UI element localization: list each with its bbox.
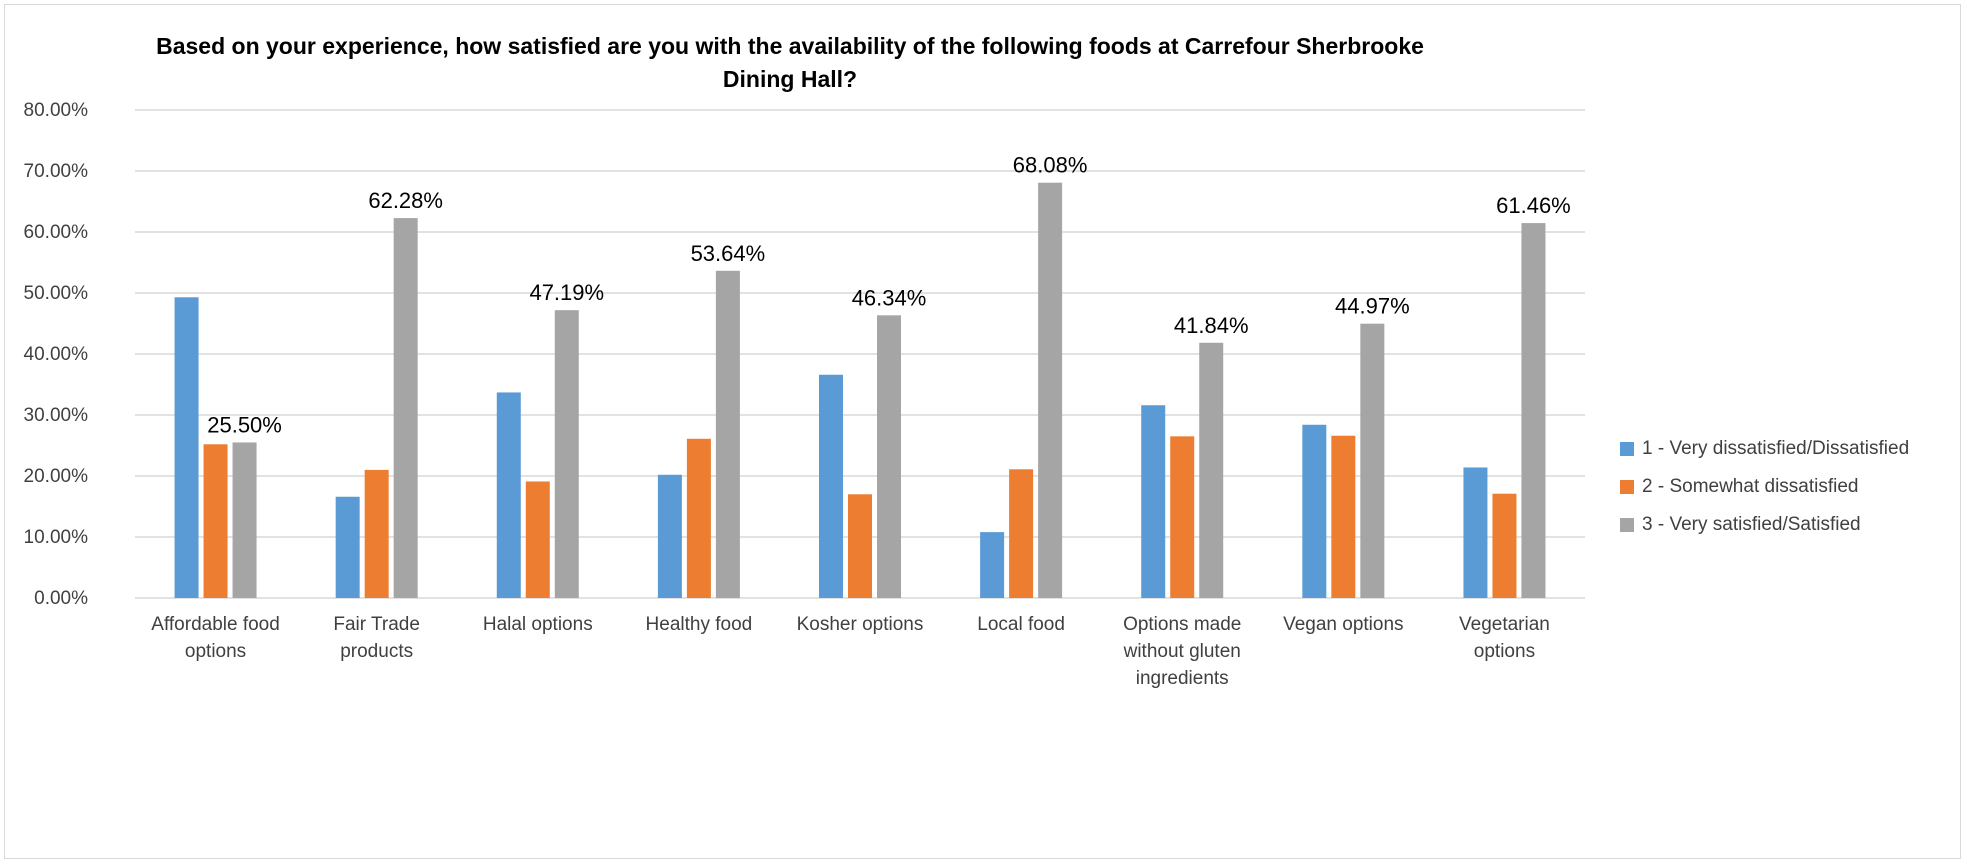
y-tick-label: 20.00%: [24, 466, 89, 487]
category-label: Local food: [977, 614, 1065, 635]
legend-item: 3 - Very satisfied/Satisfied: [1620, 506, 1909, 544]
bar-series-3: [1038, 182, 1063, 598]
bar-series-1: [174, 297, 199, 598]
bar-series-3: [232, 442, 257, 598]
data-labels: 25.50% 62.28% 47.19% 53.64% 46.34% 68.08% 41.8…: [207, 153, 1571, 438]
y-tick-label: 10.00%: [24, 527, 89, 548]
category-label: Options made: [1123, 614, 1241, 635]
data-label: 47.19%: [529, 280, 604, 305]
legend-swatch: [1620, 480, 1634, 494]
category-label: Healthy food: [646, 614, 753, 635]
y-tick-label: 50.00%: [24, 283, 89, 304]
bar-series-1: [1141, 405, 1166, 598]
y-tick-label: 40.00%: [24, 344, 89, 365]
data-label: 61.46%: [1496, 193, 1571, 218]
bar-series-3: [877, 315, 901, 598]
data-label: 41.84%: [1174, 313, 1249, 338]
category-label: Fair Trade: [333, 614, 420, 635]
category-label: ingredients: [1136, 668, 1229, 689]
bar-series-3: [393, 218, 418, 599]
data-label: 46.34%: [852, 285, 927, 310]
bar-series-3: [1199, 342, 1224, 598]
bar-series-1: [335, 496, 360, 598]
category-label: Kosher options: [797, 614, 924, 635]
bar-series-2: [848, 494, 872, 598]
legend-label: 2 - Somewhat dissatisfied: [1642, 476, 1859, 497]
legend: 1 - Very dissatisfied/Dissatisfied 2 - So…: [1620, 430, 1909, 544]
y-axis-tick-labels: 0.00% 10.00% 20.00% 30.00% 40.00% 50.00% 60.00…: [24, 100, 89, 609]
bar-series-2: [203, 444, 228, 598]
data-label: 53.64%: [691, 241, 766, 266]
legend-item: 1 - Very dissatisfied/Dissatisfied: [1620, 430, 1909, 468]
category-label: options: [185, 641, 246, 662]
category-label: without gluten: [1123, 641, 1241, 662]
data-label: 25.50%: [207, 412, 282, 437]
bar-series-1: [819, 374, 843, 598]
bar-series-3: [554, 310, 579, 598]
bar-series-1: [1302, 424, 1327, 598]
data-label: 62.28%: [368, 188, 443, 213]
category-label: Affordable food: [151, 614, 280, 635]
bar-series-2: [1331, 435, 1356, 598]
y-tick-label: 60.00%: [24, 222, 89, 243]
y-tick-label: 80.00%: [24, 100, 89, 121]
bar-series-2: [525, 481, 550, 598]
bar-series-3: [1521, 223, 1546, 598]
bar-series-2: [1170, 436, 1195, 598]
category-label: Vegan options: [1283, 614, 1403, 635]
bar-series-2: [1492, 493, 1517, 598]
bar-series-2: [686, 438, 711, 598]
category-label: Halal options: [483, 614, 593, 635]
y-tick-label: 70.00%: [24, 161, 89, 182]
bar-series-1: [657, 474, 682, 598]
legend-label: 1 - Very dissatisfied/Dissatisfied: [1642, 438, 1910, 459]
data-label: 44.97%: [1335, 294, 1410, 319]
category-label: Vegetarian: [1459, 614, 1550, 635]
bar-series-2: [364, 469, 389, 598]
category-label: options: [1474, 641, 1535, 662]
bar-series-1: [980, 532, 1005, 598]
legend-swatch: [1620, 442, 1634, 456]
category-label: products: [340, 641, 413, 662]
legend-item: 2 - Somewhat dissatisfied: [1620, 468, 1909, 506]
bar-series-1: [1463, 467, 1488, 598]
y-tick-label: 0.00%: [34, 588, 88, 609]
bar-series-3: [1360, 323, 1385, 598]
y-tick-label: 30.00%: [24, 405, 89, 426]
bars: [174, 182, 1546, 599]
data-label: 68.08%: [1013, 153, 1088, 178]
chart-frame: [4, 4, 1961, 859]
chart-title: Based on your experience, how satisfied …: [156, 33, 1424, 92]
legend-label: 3 - Very satisfied/Satisfied: [1642, 514, 1861, 535]
bar-series-3: [715, 270, 740, 598]
bar-series-2: [1009, 469, 1034, 598]
bar-series-1: [496, 392, 521, 598]
x-axis-category-labels: Affordable food options Fair Trade products…: [151, 614, 1550, 689]
legend-swatch: [1620, 518, 1634, 532]
